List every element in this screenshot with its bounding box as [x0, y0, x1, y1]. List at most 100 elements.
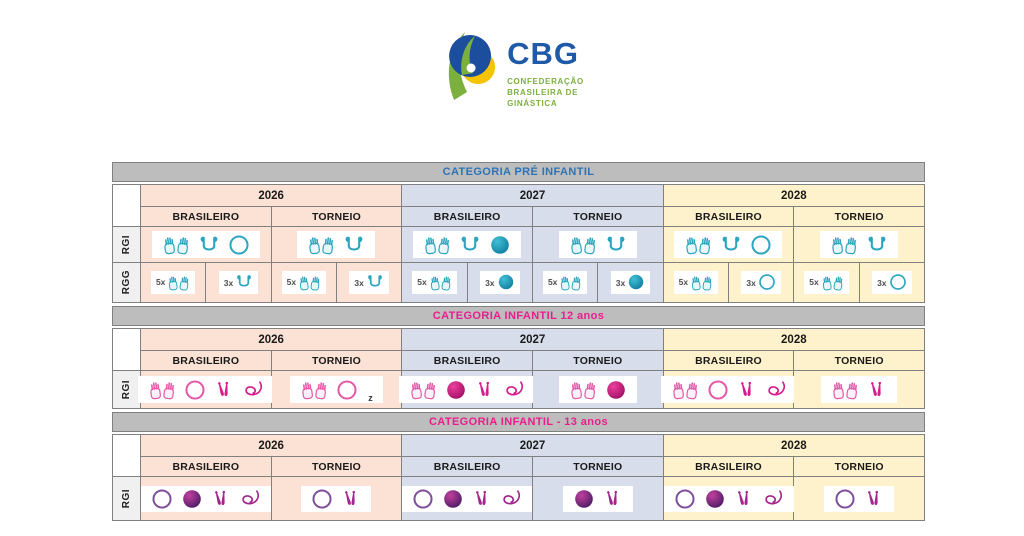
apparatus-cell [402, 227, 533, 263]
logo-acronym: CBG [507, 36, 579, 71]
apparatus-cell [140, 477, 272, 521]
multiplier-label: 3x [354, 277, 364, 288]
hands-icon [150, 382, 174, 400]
hands-icon [686, 237, 711, 255]
apparatus-box: 3x [872, 271, 912, 294]
apparatus-box: 3x [480, 271, 520, 294]
apparatus-box [413, 231, 522, 258]
ball-icon [607, 380, 625, 399]
apparatus-box: 3x [610, 271, 651, 294]
row-label: RGG [113, 263, 141, 303]
row-label: RGI [113, 371, 141, 409]
subheader-brasileiro: BRASILEIRO [141, 457, 272, 477]
apparatus-box [674, 231, 783, 258]
apparatus-box: 5x [412, 271, 457, 294]
apparatus-box [820, 231, 899, 258]
hands-icon [164, 237, 188, 255]
hoop-icon [413, 488, 433, 509]
clubs-icon [479, 381, 490, 396]
apparatus-cell [794, 477, 925, 521]
apparatus-box [824, 485, 895, 512]
apparatus-box [402, 485, 533, 512]
apparatus-cell [141, 227, 272, 263]
multiplier-label: 5x [809, 277, 819, 288]
hoop-icon [751, 234, 772, 255]
table-title: CATEGORIA PRÉ INFANTIL [112, 162, 925, 182]
hoop-icon [152, 488, 172, 509]
apparatus-box [821, 376, 898, 403]
rope-icon [607, 236, 625, 251]
clubs-icon [737, 490, 748, 505]
year-header: 2028 [663, 435, 925, 457]
hands-icon [302, 382, 327, 400]
apparatus-box: 3x [218, 271, 259, 294]
suffix-label: z [368, 393, 373, 403]
apparatus-box [301, 485, 372, 512]
ribbon-icon [245, 380, 262, 395]
multiplier-label: 3x [223, 277, 234, 288]
apparatus-cell [533, 371, 664, 409]
subheader-torneio: TORNEIO [794, 457, 925, 477]
hoop-icon [229, 234, 249, 255]
row-label: RGI [113, 477, 141, 521]
apparatus-subcell: 5x [141, 263, 207, 303]
hands-icon [299, 276, 320, 291]
subheader-brasileiro: BRASILEIRO [141, 351, 272, 371]
table-title: CATEGORIA INFANTIL 12 anos [112, 306, 925, 326]
apparatus-subcell: 3x [729, 263, 795, 303]
apparatus-box [297, 231, 376, 258]
corner-cell [113, 435, 141, 477]
apparatus-subcell: 3x [598, 263, 664, 303]
hands-icon [571, 382, 595, 400]
apparatus-subcell: 5x [402, 263, 468, 303]
ball-icon [491, 235, 509, 254]
apparatus-box: 5x [150, 271, 196, 294]
rope-icon [346, 236, 363, 251]
rope-icon [200, 236, 218, 251]
multiplier-label: 3x [877, 277, 887, 288]
category-table: CATEGORIA PRÉ INFANTIL 2026 2027 2028 BRASIL… [112, 162, 925, 303]
apparatus-box [660, 376, 797, 403]
apparatus-subcell: 3x [467, 263, 533, 303]
subheader-torneio: TORNEIO [533, 207, 664, 227]
apparatus-cell [533, 227, 664, 263]
clubs-icon [740, 381, 751, 396]
hoop-icon [674, 488, 695, 509]
apparatus-cell [660, 371, 797, 409]
apparatus-box [399, 376, 536, 403]
subheader-torneio: TORNEIO [271, 457, 403, 477]
apparatus-box [663, 485, 794, 512]
ribbon-icon [242, 489, 259, 504]
org-name-line: CONFEDERAÇÃO [507, 77, 584, 86]
rope-icon [237, 275, 252, 288]
hands-icon [425, 237, 450, 255]
org-name-line: GINÁSTICA [507, 99, 558, 109]
row-label: RGI [113, 227, 141, 263]
ball-icon [575, 489, 593, 508]
hands-icon [309, 237, 334, 255]
year-header: 2026 [141, 435, 403, 457]
clubs-icon [606, 490, 617, 505]
subheader-torneio: TORNEIO [794, 207, 925, 227]
ball-icon [498, 275, 513, 290]
category-table: CATEGORIA INFANTIL - 13 anos 2026 2027 2028… [112, 412, 925, 521]
subheader-brasileiro: BRASILEIRO [402, 351, 533, 371]
hoop-icon [889, 274, 906, 291]
year-header: 2027 [402, 435, 664, 457]
apparatus-box [137, 376, 274, 403]
multiplier-label: 3x [615, 277, 626, 288]
hands-icon [411, 382, 436, 400]
rope-icon [461, 236, 479, 251]
rope-icon [368, 275, 382, 288]
logo-text: CBG CONFEDERAÇÃO BRASILEIRA DE GINÁSTICA [507, 24, 584, 110]
ball-icon [629, 275, 644, 290]
hands-icon [691, 276, 712, 291]
hands-icon [833, 382, 858, 400]
table-title: CATEGORIA INFANTIL - 13 anos [112, 412, 925, 432]
clubs-icon [476, 490, 487, 505]
hoop-icon [337, 379, 357, 400]
subheader-brasileiro: BRASILEIRO [141, 207, 272, 227]
rope-icon [868, 236, 886, 251]
cbg-logo: CBG CONFEDERAÇÃO BRASILEIRA DE GINÁSTICA [440, 24, 584, 110]
